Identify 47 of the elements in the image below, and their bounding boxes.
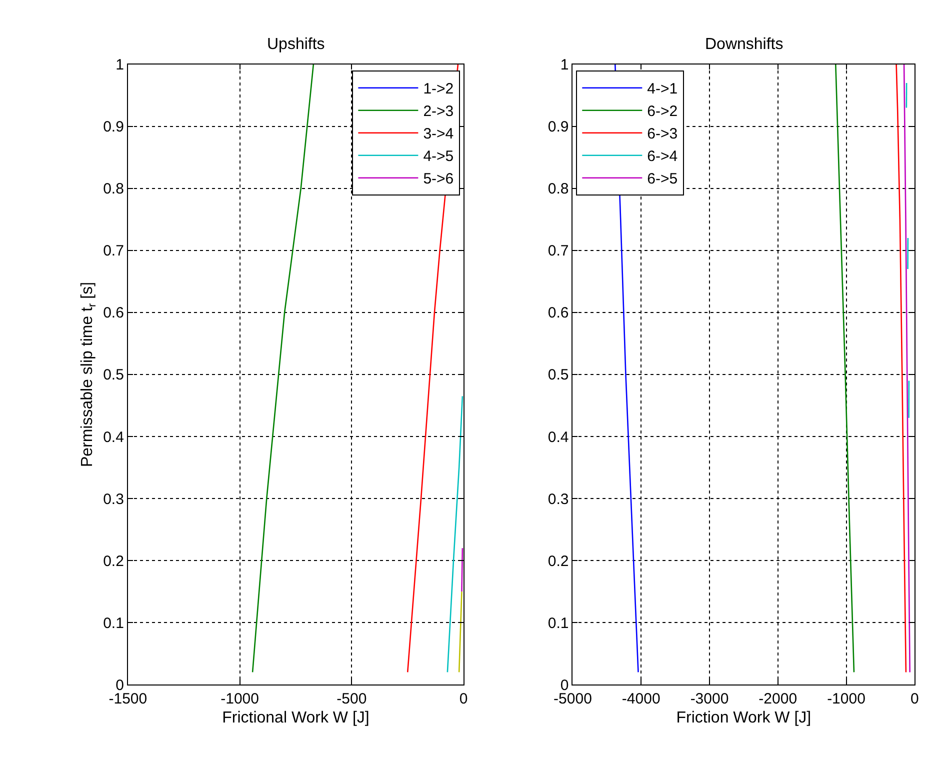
- x-tick-label: -2000: [758, 690, 798, 708]
- legend-label: 4->5: [423, 148, 454, 166]
- line-series: [896, 64, 907, 673]
- legend-label: 3->4: [423, 126, 454, 143]
- y-tick-label: 0.7: [103, 242, 124, 260]
- legend-label: 4->1: [647, 80, 678, 98]
- y-tick-label: 0.9: [548, 118, 569, 136]
- y-tick-label: 0.6: [548, 304, 569, 322]
- y-tick-label: 0.3: [103, 490, 124, 508]
- y-tick-label: 0.1: [548, 614, 569, 632]
- y-tick-label: 0.3: [548, 490, 569, 508]
- chart-title: Downshifts: [705, 36, 784, 53]
- y-tick-label: 0.1: [103, 614, 124, 632]
- y-tick-label: 0.2: [103, 552, 124, 570]
- x-tick-label: 0: [459, 690, 468, 708]
- legend-label: 1->2: [423, 80, 454, 98]
- y-tick-label: 0.4: [548, 428, 569, 446]
- y-tick-label: 0.8: [103, 180, 124, 198]
- y-tick-label: 0.9: [103, 118, 124, 136]
- y-tick-label: 0.5: [103, 366, 124, 384]
- x-axis-title: Frictional Work W [J]: [222, 709, 370, 726]
- x-tick-label: -4000: [622, 690, 660, 708]
- legend-label: 2->3: [423, 103, 454, 120]
- legend-label: 6->5: [647, 170, 678, 188]
- line-series: [835, 64, 855, 673]
- x-tick-label: -500: [336, 690, 367, 708]
- y-tick-label: 0.2: [548, 552, 569, 570]
- legend-label: 6->2: [647, 103, 678, 120]
- y-tick-label: 1: [116, 56, 124, 74]
- y-tick-label: 0.4: [103, 428, 124, 446]
- x-tick-label: -3000: [690, 690, 729, 708]
- y-tick-label: 0.8: [548, 180, 569, 198]
- line-series: [446, 396, 464, 673]
- x-tick-label: 0: [910, 690, 919, 708]
- chart-title: Upshifts: [267, 36, 325, 53]
- y-tick-label: 0.5: [548, 366, 569, 384]
- line-series: [252, 64, 314, 673]
- legend-label: 6->4: [647, 148, 678, 166]
- x-tick-label: -1000: [827, 690, 866, 708]
- legend-label: 5->6: [423, 170, 454, 188]
- x-axis-title: Friction Work W [J]: [676, 709, 812, 726]
- y-tick-label: 1: [560, 56, 569, 74]
- line-series: [903, 64, 910, 673]
- y-tick-label: 0.7: [548, 242, 569, 260]
- y-tick-label: 0.6: [103, 304, 124, 322]
- legend-label: 6->3: [647, 126, 678, 143]
- x-tick-label: -1000: [220, 690, 259, 708]
